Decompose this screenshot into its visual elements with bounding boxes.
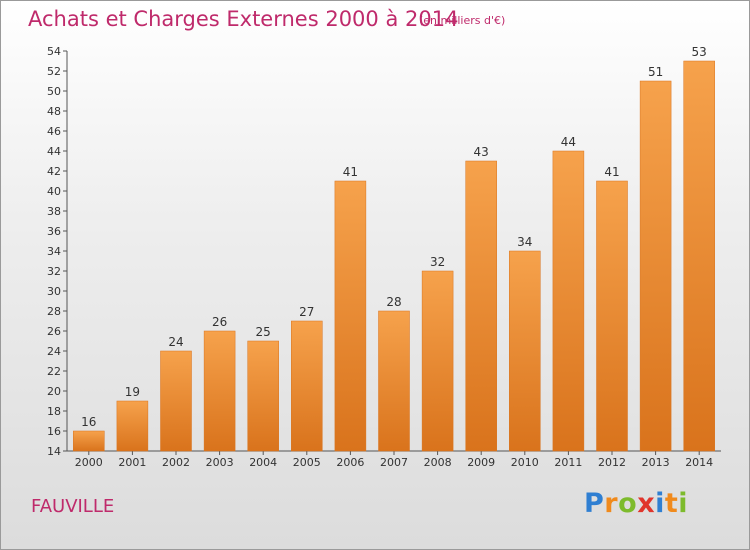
x-tick-label: 2012 xyxy=(598,456,626,469)
bar-value-label: 32 xyxy=(430,255,445,269)
logo-letter: r xyxy=(604,488,619,519)
proxiti-logo: Proxiti xyxy=(584,488,688,519)
bar-value-label: 53 xyxy=(692,45,707,59)
y-tick-label: 16 xyxy=(47,425,61,438)
data-labels: 16 19 24 26 25 27 41 28 32 43 34 44 41 51 53 xyxy=(81,45,707,429)
bar-value-label: 41 xyxy=(343,165,358,179)
x-tick-label: 2014 xyxy=(685,456,713,469)
logo-letter: t xyxy=(664,488,679,519)
bar xyxy=(639,80,672,452)
bar xyxy=(552,150,585,452)
bar-value-label: 43 xyxy=(474,145,489,159)
bar xyxy=(421,270,454,452)
y-tick-label: 40 xyxy=(47,185,61,198)
y-tick-label: 52 xyxy=(47,65,61,78)
bar-value-label: 24 xyxy=(168,335,183,349)
x-tick-label: 2000 xyxy=(75,456,103,469)
logo-letter: i xyxy=(655,488,665,519)
y-tick-label: 38 xyxy=(47,205,61,218)
bar xyxy=(683,60,715,452)
bar-value-label: 27 xyxy=(299,305,314,319)
bar-value-label: 51 xyxy=(648,65,663,79)
bar xyxy=(116,400,149,452)
y-tick-label: 14 xyxy=(47,445,61,458)
y-tick-label: 46 xyxy=(47,125,61,138)
bar-value-label: 16 xyxy=(81,415,96,429)
bar-value-label: 19 xyxy=(125,385,140,399)
y-tick-label: 18 xyxy=(47,405,61,418)
y-tick-label: 22 xyxy=(47,365,61,378)
y-tick-label: 32 xyxy=(47,265,61,278)
y-tick-label: 54 xyxy=(47,45,61,58)
bar-value-label: 25 xyxy=(256,325,271,339)
bar xyxy=(247,340,279,452)
y-tick-label: 50 xyxy=(47,85,61,98)
bars xyxy=(73,60,715,452)
x-tick-label: 2007 xyxy=(380,456,408,469)
chart-subtitle: (en milliers d'€) xyxy=(419,14,506,27)
x-tick-label: 2008 xyxy=(424,456,452,469)
x-tick-label: 2010 xyxy=(511,456,539,469)
x-tick-label: 2005 xyxy=(293,456,321,469)
y-tick-label: 20 xyxy=(47,385,61,398)
x-tick-label: 2001 xyxy=(118,456,146,469)
bar-value-label: 44 xyxy=(561,135,576,149)
bar xyxy=(73,430,105,452)
logo-letter: x xyxy=(637,488,656,519)
bar xyxy=(203,330,236,452)
y-tick-label: 30 xyxy=(47,285,61,298)
bar xyxy=(596,180,628,452)
y-tick-label: 28 xyxy=(47,305,61,318)
bar xyxy=(160,350,192,452)
y-tick-label: 48 xyxy=(47,105,61,118)
bar-value-label: 26 xyxy=(212,315,227,329)
bar xyxy=(509,250,541,452)
y-tick-label: 34 xyxy=(47,245,61,258)
bar-value-label: 41 xyxy=(604,165,619,179)
logo-letter: i xyxy=(678,488,689,519)
x-axis: 2000 2001 2002 2003 2004 2005 2006 2007 2008 2009… xyxy=(67,450,721,469)
y-axis: 14 16 18 20 22 24 26 28 30 32 34 36 38 40 42 44 46 48 50 52… xyxy=(47,45,68,458)
x-tick-label: 2004 xyxy=(249,456,277,469)
x-tick-label: 2013 xyxy=(642,456,670,469)
y-tick-label: 26 xyxy=(47,325,61,338)
logo-letter: o xyxy=(618,488,638,519)
bar xyxy=(334,180,367,452)
x-tick-label: 2011 xyxy=(554,456,582,469)
x-tick-label: 2009 xyxy=(467,456,495,469)
commune-name: FAUVILLE xyxy=(31,496,115,517)
logo-letter: P xyxy=(584,488,605,519)
x-tick-label: 2002 xyxy=(162,456,190,469)
chart-title: Achats et Charges Externes 2000 à 2014 xyxy=(28,7,459,31)
bar-value-label: 28 xyxy=(386,295,401,309)
bar-value-label: 34 xyxy=(517,235,532,249)
y-tick-label: 42 xyxy=(47,165,61,178)
x-tick-label: 2003 xyxy=(206,456,234,469)
bar xyxy=(291,320,323,452)
y-tick-label: 24 xyxy=(47,345,61,358)
y-tick-label: 44 xyxy=(47,145,61,158)
bar xyxy=(378,310,410,452)
x-tick-label: 2006 xyxy=(336,456,364,469)
y-tick-label: 36 xyxy=(47,225,61,238)
bar xyxy=(465,160,497,452)
